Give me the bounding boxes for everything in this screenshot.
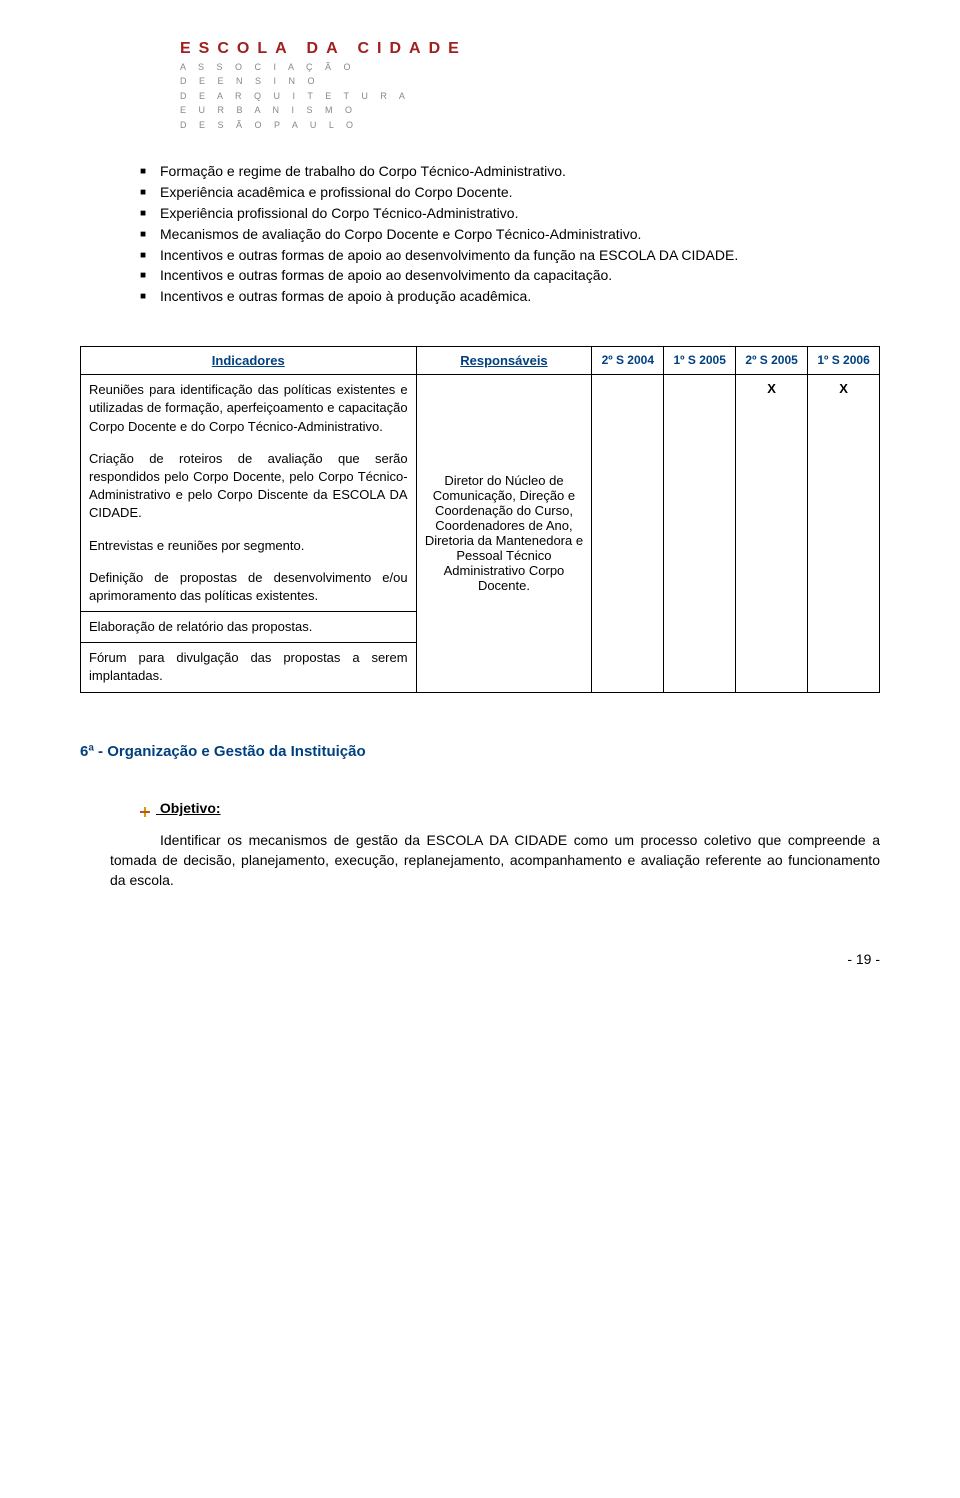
- objetivo-label: Objetivo:: [140, 800, 880, 816]
- objetivo-block: Objetivo: Identificar os mecanismos de g…: [80, 800, 880, 891]
- bullet-list: Formação e regime de trabalho do Corpo T…: [140, 162, 880, 306]
- col-period: 1º S 2005: [664, 347, 736, 375]
- bullet-item: Experiência acadêmica e profissional do …: [140, 183, 880, 202]
- indicador-cell: Elaboração de relatório das propostas.: [81, 612, 417, 643]
- bullet-item: Incentivos e outras formas de apoio à pr…: [140, 287, 880, 306]
- indicadores-table: Indicadores Responsáveis 2º S 2004 1º S …: [80, 346, 880, 692]
- mark-cell: [592, 375, 664, 692]
- bullet-item: Incentivos e outras formas de apoio ao d…: [140, 246, 880, 265]
- logo-sub-line: E U R B A N I S M O: [180, 103, 880, 117]
- mark-cell: X: [808, 375, 880, 692]
- bullet-item: Mecanismos de avaliação do Corpo Docente…: [140, 225, 880, 244]
- bullet-item: Experiência profissional do Corpo Técnic…: [140, 204, 880, 223]
- indicador-para: Criação de roteiros de avaliação que ser…: [89, 450, 408, 523]
- col-period: 1º S 2006: [808, 347, 880, 375]
- bullet-item: Formação e regime de trabalho do Corpo T…: [140, 162, 880, 181]
- logo-title: ESCOLA DA CIDADE: [180, 40, 880, 58]
- col-period: 2º S 2004: [592, 347, 664, 375]
- indicador-para: Reuniões para identificação das política…: [89, 381, 408, 436]
- logo-sub-line: A S S O C I A Ç Ã O: [180, 60, 880, 74]
- logo-subtitle: A S S O C I A Ç Ã O D E E N S I N O D E …: [180, 60, 880, 132]
- col-period: 2º S 2005: [736, 347, 808, 375]
- responsaveis-cell: Diretor do Núcleo de Comunicação, Direçã…: [416, 375, 592, 692]
- page-number: - 19 -: [80, 951, 880, 967]
- plus-icon: [140, 804, 150, 814]
- table-header-row: Indicadores Responsáveis 2º S 2004 1º S …: [81, 347, 880, 375]
- col-indicadores: Indicadores: [81, 347, 417, 375]
- indicador-cell: Reuniões para identificação das política…: [81, 375, 417, 612]
- section-heading: 6ª - Organização e Gestão da Instituição: [80, 743, 880, 760]
- logo-sub-line: D E S Ã O P A U L O: [180, 118, 880, 132]
- mark-cell: X: [736, 375, 808, 692]
- logo-sub-line: D E A R Q U I T E T U R A: [180, 89, 880, 103]
- bullet-item: Incentivos e outras formas de apoio ao d…: [140, 266, 880, 285]
- objetivo-label-text: Objetivo:: [160, 800, 221, 816]
- indicador-cell: Fórum para divulgação das propostas a se…: [81, 643, 417, 692]
- objetivo-text: Identificar os mecanismos de gestão da E…: [110, 830, 880, 891]
- logo-sub-line: D E E N S I N O: [180, 74, 880, 88]
- mark-cell: [664, 375, 736, 692]
- indicador-para: Definição de propostas de desenvolviment…: [89, 569, 408, 605]
- indicador-para: Entrevistas e reuniões por segmento.: [89, 537, 408, 555]
- table-row: Reuniões para identificação das política…: [81, 375, 880, 612]
- col-responsaveis: Responsáveis: [416, 347, 592, 375]
- logo-header: ESCOLA DA CIDADE A S S O C I A Ç Ã O D E…: [180, 40, 880, 132]
